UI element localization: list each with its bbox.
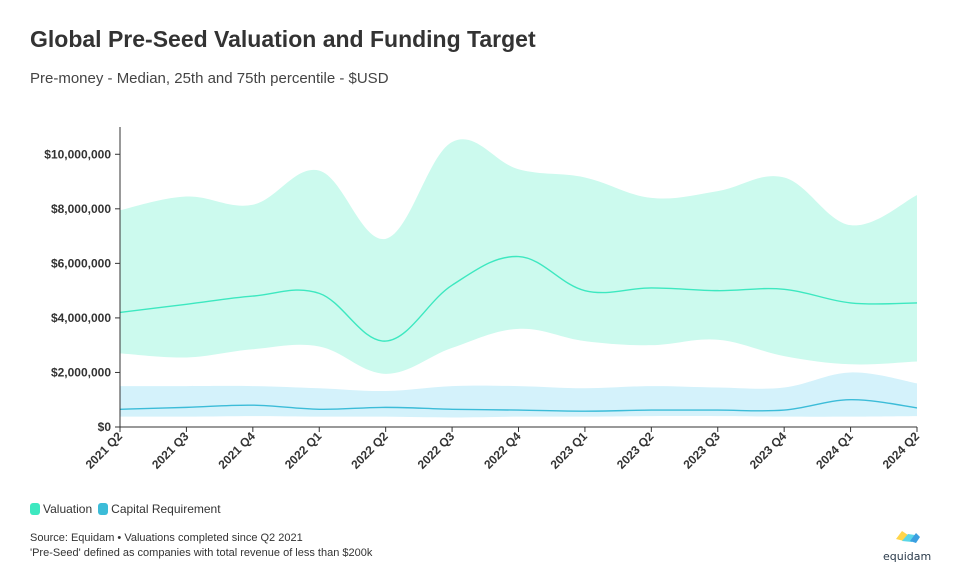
chart-subtitle: Pre-money - Median, 25th and 75th percen… (30, 70, 389, 87)
band-capital-requirement (120, 372, 917, 418)
x-tick-label: 2021 Q2 (83, 429, 126, 472)
equidam-logo: equidam (883, 529, 931, 563)
page-title: Global Pre-Seed Valuation and Funding Ta… (30, 26, 536, 52)
legend-item-capital-requirement[interactable]: Capital Requirement (98, 502, 221, 516)
source-note: Source: Equidam • Valuations completed s… (30, 531, 372, 561)
y-tick-label: $2,000,000 (51, 365, 111, 379)
legend-swatch-valuation (30, 503, 40, 515)
y-tick-label: $10,000,000 (44, 147, 111, 161)
x-tick-label: 2022 Q4 (481, 429, 524, 472)
y-tick-label: $6,000,000 (51, 256, 111, 270)
equidam-logo-text: equidam (883, 550, 932, 563)
x-tick-label: 2022 Q2 (348, 429, 391, 472)
x-tick-label: 2022 Q3 (415, 429, 458, 472)
equidam-logo-icon (896, 531, 920, 543)
y-tick-label: $0 (98, 420, 112, 434)
source-line-2: 'Pre-Seed' defined as companies with tot… (30, 547, 373, 559)
x-tick-label: 2021 Q4 (215, 429, 258, 472)
median-line-valuation (119, 255, 918, 342)
chart-area: $0 $2,000,000 $4,000,000 $6,000,000 $8,000,0… (44, 127, 923, 472)
x-tick-label: 2024 Q2 (880, 429, 923, 472)
legend-item-valuation[interactable]: Valuation (30, 502, 92, 516)
source-line-1: Source: Equidam • Valuations completed s… (30, 532, 303, 544)
median-line-capital-requirement (119, 399, 918, 412)
y-tick-label: $8,000,000 (51, 202, 111, 216)
legend-swatch-capital-requirement (98, 503, 109, 515)
x-tick-label: 2023 Q4 (747, 429, 790, 472)
x-tick-label: 2021 Q3 (149, 429, 192, 472)
x-tick-label: 2023 Q1 (548, 429, 591, 472)
x-tick-label: 2022 Q1 (282, 429, 325, 472)
x-tick-label: 2023 Q3 (680, 429, 723, 472)
legend-label-valuation: Valuation (43, 502, 93, 516)
legend-label-capital-requirement: Capital Requirement (111, 502, 221, 516)
x-tick-label: 2023 Q2 (614, 429, 657, 472)
x-tick-label: 2024 Q1 (813, 429, 856, 472)
legend: Valuation Capital Requirement (30, 502, 227, 516)
y-tick-label: $4,000,000 (51, 311, 111, 325)
